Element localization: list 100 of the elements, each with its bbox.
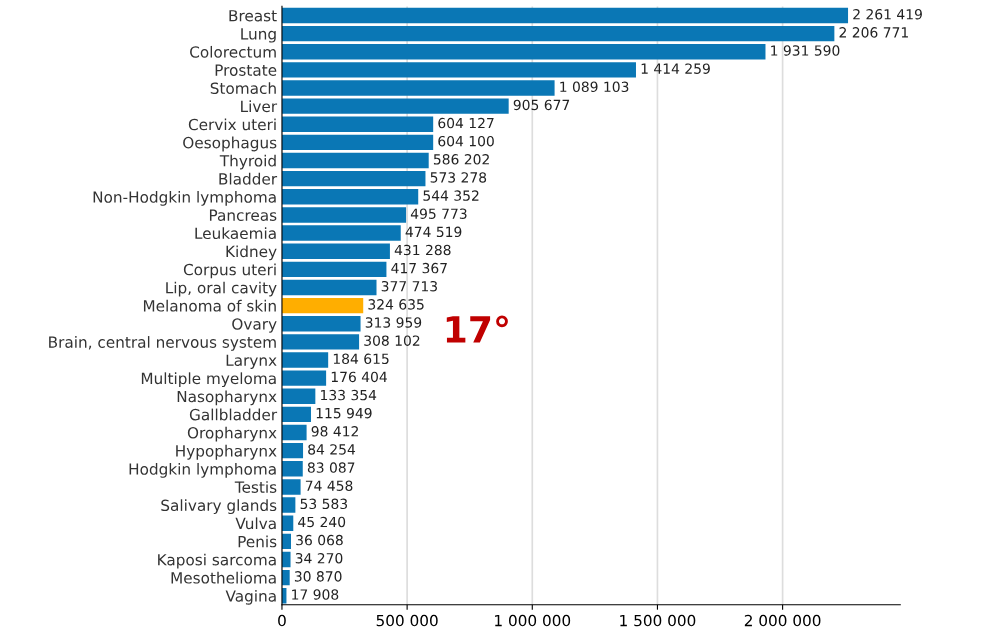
bar [281, 515, 294, 531]
data-label: 474 519 [405, 226, 462, 238]
data-label: 53 583 [300, 498, 348, 510]
y-tick-label: Melanoma of skin [143, 299, 276, 312]
data-label: 74 458 [305, 480, 353, 491]
bar [281, 207, 407, 223]
y-tick-label: Ovary [232, 318, 277, 333]
x-tick-label: 0 [278, 614, 286, 627]
y-tick-label: Hodgkin lymphoma [129, 463, 276, 478]
data-label: 417 367 [391, 262, 447, 274]
bar [281, 25, 835, 42]
data-label: 133 354 [321, 389, 377, 401]
bar [281, 406, 311, 423]
data-label: 544 352 [423, 190, 479, 201]
data-label: 17 908 [292, 589, 339, 600]
data-label: 34 270 [295, 552, 343, 564]
y-tick-label: Lip, oral cavity [166, 281, 277, 297]
x-tick-label: 2 000 000 [744, 614, 821, 627]
data-label: 604 127 [438, 117, 494, 129]
bar [281, 316, 361, 332]
bar [281, 170, 426, 187]
y-tick-label: Gallbladder [189, 408, 278, 421]
bar [281, 479, 301, 495]
data-label: 184 615 [333, 353, 389, 365]
y-tick-label: Breast [229, 10, 277, 22]
y-tick-label: Bladder [219, 172, 278, 185]
y-tick-label: Oesophagus [183, 136, 277, 152]
data-label: 45 240 [298, 516, 346, 528]
y-tick-label: Liver [241, 100, 278, 113]
y-tick-label: Pancreas [209, 209, 277, 221]
data-label: 30 870 [294, 571, 342, 582]
bar [281, 7, 849, 24]
data-label: 176 404 [331, 371, 387, 383]
data-label: 573 278 [430, 172, 487, 183]
bar [281, 551, 291, 568]
y-tick-label: Penis [238, 535, 277, 548]
y-tick-label: Larynx [226, 354, 277, 369]
bar [281, 80, 555, 96]
y-tick-label: Hypopharynx [176, 444, 277, 460]
x-tick-label: 500 000 [376, 614, 438, 627]
y-tick-label: Cervix uteri [188, 118, 276, 131]
bar [281, 297, 364, 314]
data-label: 2 206 771 [839, 27, 908, 38]
bar [281, 370, 327, 386]
bar [281, 152, 429, 169]
data-label: 495 773 [410, 208, 467, 219]
bar [281, 62, 636, 78]
y-tick-label: Thyroid [219, 154, 276, 170]
bar [281, 424, 307, 441]
y-tick-label: Kidney [226, 245, 277, 261]
y-tick-label: Brain, central nervous system [49, 336, 276, 351]
x-tick-label: 1 000 000 [495, 614, 571, 627]
bar [281, 98, 509, 114]
data-label: 313 959 [365, 317, 422, 328]
y-tick-label: Kaposi sarcoma [158, 553, 276, 569]
y-tick-label: Salivary glands [161, 499, 277, 515]
data-label: 431 288 [394, 244, 451, 256]
y-tick-label: Vulva [235, 517, 276, 530]
data-label: 36 068 [296, 534, 343, 546]
data-label: 84 254 [308, 444, 356, 455]
bar [281, 243, 390, 259]
bar [281, 189, 419, 205]
bar [281, 134, 434, 151]
data-label: 377 713 [381, 280, 437, 292]
y-tick-label: Multiple myeloma [141, 372, 276, 388]
bar [281, 388, 316, 404]
data-label: 604 100 [438, 135, 494, 147]
bar [281, 442, 304, 459]
y-tick-label: Colorectum [190, 45, 276, 58]
data-label: 324 635 [368, 299, 424, 310]
bar [281, 352, 329, 368]
data-label: 1 931 590 [771, 45, 840, 56]
bar [281, 116, 434, 132]
y-tick-label: Testis [234, 481, 277, 493]
y-tick-label: Non-Hodgkin lymphoma [93, 191, 276, 206]
bar [281, 44, 766, 60]
bar [281, 497, 296, 513]
data-label: 1 414 259 [641, 63, 710, 74]
bar [281, 261, 387, 278]
bar [281, 461, 303, 477]
data-label: 905 677 [513, 99, 570, 111]
data-label: 1 089 103 [560, 81, 629, 93]
annotation: 17° [446, 315, 508, 343]
y-tick-label: Mesothelioma [171, 571, 276, 584]
y-tick-label: Vagina [225, 589, 276, 605]
y-tick-label: Stomach [210, 82, 276, 95]
y-tick-label: Nasopharynx [177, 390, 277, 406]
data-label: 2 261 419 [853, 8, 922, 20]
bar [281, 334, 360, 350]
data-label: 115 949 [316, 407, 372, 419]
data-label: 586 202 [433, 154, 489, 165]
data-label: 83 087 [307, 462, 355, 473]
y-tick-label: Lung [241, 28, 276, 43]
bar [281, 225, 401, 241]
data-label: 98 412 [311, 426, 358, 437]
bar [281, 279, 377, 296]
y-tick-label: Corpus uteri [183, 263, 276, 279]
data-label: 308 102 [364, 335, 420, 346]
y-tick-label: Leukaemia [195, 227, 276, 240]
x-tick-label: 1 500 000 [620, 614, 696, 627]
